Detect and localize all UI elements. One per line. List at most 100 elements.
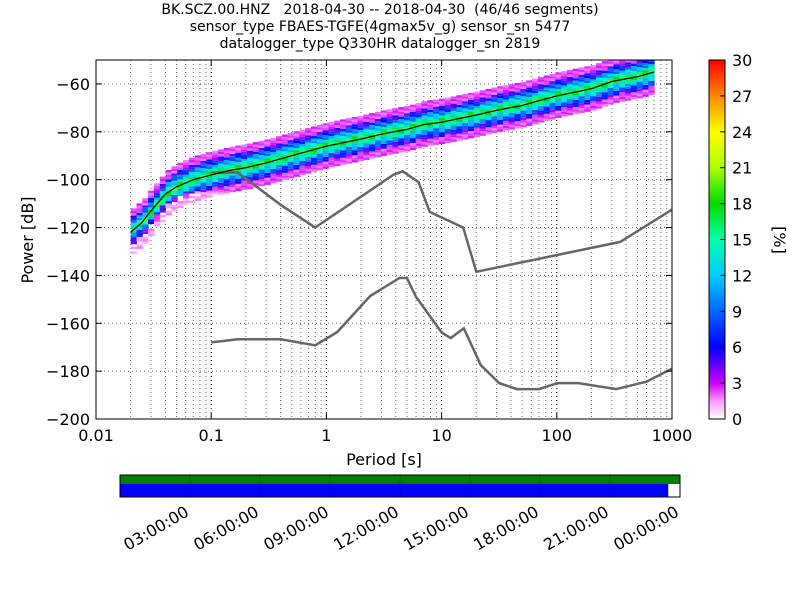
ppsd-cell: [345, 142, 353, 145]
ppsd-cell: [473, 108, 481, 111]
ppsd-cell: [264, 148, 271, 152]
ppsd-cell: [310, 133, 318, 137]
ppsd-cell: [241, 161, 248, 164]
ppsd-cell: [310, 143, 318, 146]
ppsd-cell: [386, 121, 393, 124]
ppsd-cell: [642, 77, 649, 81]
ppsd-cell: [264, 163, 271, 166]
ppsd-cell: [572, 68, 580, 72]
ppsd-cell: [206, 164, 213, 167]
ppsd-cell: [357, 151, 364, 155]
ppsd-cell: [491, 123, 498, 126]
ppsd-cell: [427, 114, 434, 117]
ppsd-cell: [369, 125, 376, 128]
ppsd-cell: [543, 75, 550, 78]
ppsd-cell: [444, 114, 452, 117]
ppsd-cell: [578, 108, 585, 111]
ppsd-cell: [450, 134, 457, 138]
ppsd-cell: [415, 126, 422, 130]
ppsd-cell: [200, 182, 207, 185]
ppsd-cell: [491, 87, 498, 90]
ppsd-cell: [287, 176, 295, 179]
ppsd-cell: [386, 149, 393, 153]
ppsd-cell: [177, 188, 184, 192]
ppsd-cell: [159, 186, 167, 189]
ppsd-cell: [491, 111, 498, 114]
ppsd-cell: [479, 121, 486, 124]
ppsd-cell: [590, 84, 597, 87]
ppsd-cell: [188, 186, 196, 189]
ppsd-cell: [502, 128, 510, 131]
ppsd-cell: [421, 118, 428, 121]
ppsd-cell: [223, 176, 231, 180]
ppsd-cell: [648, 90, 655, 93]
ppsd-cell: [636, 67, 644, 70]
ppsd-cell: [479, 128, 486, 132]
ppsd-cell: [369, 151, 376, 154]
ppsd-cell: [473, 120, 481, 123]
ppsd-cell: [456, 114, 463, 117]
ppsd-cell: [363, 155, 370, 158]
ppsd-cell: [438, 139, 446, 142]
ppsd-cell: [648, 52, 654, 54]
ppsd-cell: [177, 203, 184, 206]
ppsd-cell: [136, 208, 143, 211]
x-tick-label: 100: [542, 426, 573, 445]
ppsd-cell: [433, 142, 440, 145]
ppsd-cell: [177, 176, 184, 180]
ppsd-cell: [450, 120, 457, 123]
ppsd-cell: [566, 98, 574, 101]
ppsd-cell: [462, 105, 469, 109]
ppsd-cell: [305, 152, 312, 155]
ppsd-cell: [223, 157, 231, 160]
ppsd-cell: [136, 239, 143, 242]
ppsd-cell: [235, 176, 242, 180]
ppsd-cell: [212, 189, 219, 192]
ppsd-cell: [479, 104, 486, 108]
ppsd-cell: [153, 188, 161, 191]
ppsd-cell: [456, 123, 463, 127]
ppsd-cell: [374, 114, 382, 117]
ppsd-cell: [450, 96, 457, 99]
ppsd-cell: [217, 175, 225, 179]
ppsd-cell: [264, 182, 271, 185]
ppsd-cell: [514, 121, 521, 124]
ppsd-cell: [613, 100, 620, 103]
ppsd-cell: [130, 251, 137, 254]
ppsd-cell: [648, 87, 655, 91]
ppsd-cell: [305, 137, 312, 141]
ppsd-cell: [136, 212, 143, 216]
ppsd-cell: [433, 118, 440, 121]
ppsd-cell: [543, 113, 550, 117]
ppsd-cell: [252, 182, 260, 186]
ppsd-cell: [479, 119, 486, 122]
ppsd-cell: [188, 172, 196, 175]
ppsd-cell: [374, 140, 382, 143]
ppsd-cell: [200, 168, 207, 171]
ppsd-cell: [316, 134, 324, 137]
ppsd-cell: [328, 128, 335, 132]
ppsd-cell: [555, 105, 562, 109]
ppsd-cell: [206, 152, 213, 155]
ppsd-cell: [171, 192, 178, 195]
ppsd-cell: [171, 187, 178, 191]
ppsd-cell: [380, 146, 388, 149]
ppsd-cell: [392, 139, 399, 142]
ppsd-cell: [153, 216, 161, 220]
ppsd-cell: [409, 147, 417, 151]
ppsd-cell: [328, 124, 335, 127]
ppsd-cell: [276, 164, 283, 168]
ppsd-cell: [351, 124, 359, 127]
ppsd-cell: [502, 97, 510, 100]
ppsd-cell: [305, 159, 312, 162]
ppsd-cell: [555, 98, 562, 102]
ppsd-cell: [142, 238, 149, 242]
ppsd-cell: [235, 162, 242, 165]
ppsd-cell: [625, 98, 632, 101]
ppsd-cell: [264, 151, 271, 154]
ppsd-cell: [369, 115, 376, 118]
ppsd-cell: [491, 106, 498, 110]
ppsd-cell: [409, 145, 417, 148]
ppsd-cell: [595, 106, 603, 109]
ppsd-cell: [305, 168, 312, 172]
